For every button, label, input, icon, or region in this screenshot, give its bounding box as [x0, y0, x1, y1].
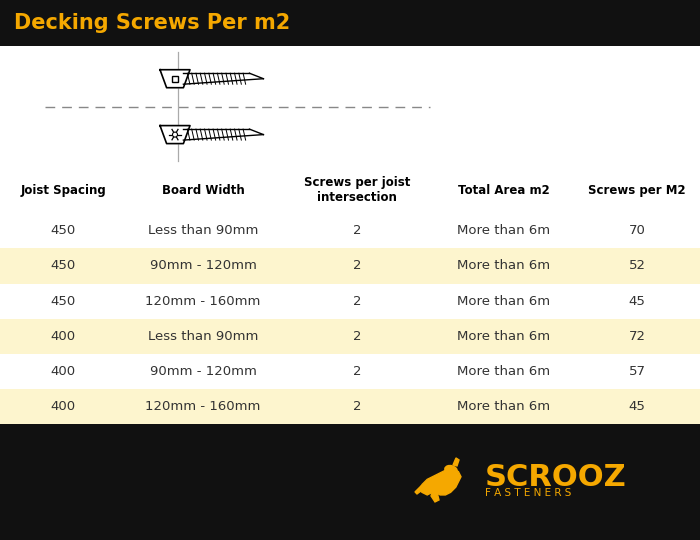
Polygon shape: [431, 490, 439, 502]
Polygon shape: [183, 129, 263, 140]
Bar: [0, 284, 700, 319]
Text: More than 6m: More than 6m: [457, 329, 551, 343]
Circle shape: [172, 132, 178, 137]
Polygon shape: [415, 486, 425, 494]
Text: Screws per joist
intersection: Screws per joist intersection: [304, 177, 410, 204]
Text: More than 6m: More than 6m: [457, 294, 551, 308]
Bar: [0, 213, 700, 248]
Text: 90mm - 120mm: 90mm - 120mm: [150, 259, 256, 273]
Text: Screws per M2: Screws per M2: [588, 184, 686, 197]
Text: 2: 2: [353, 294, 361, 308]
Polygon shape: [160, 126, 190, 144]
Text: Less than 90mm: Less than 90mm: [148, 329, 258, 343]
Text: Less than 90mm: Less than 90mm: [148, 224, 258, 238]
Bar: [0, 167, 700, 213]
Text: 400: 400: [50, 329, 76, 343]
Text: 45: 45: [629, 294, 645, 308]
Text: 72: 72: [629, 329, 645, 343]
Text: 70: 70: [629, 224, 645, 238]
Text: More than 6m: More than 6m: [457, 224, 551, 238]
Polygon shape: [419, 469, 461, 495]
Text: 400: 400: [50, 400, 76, 413]
Text: 120mm - 160mm: 120mm - 160mm: [146, 294, 260, 308]
Text: Board Width: Board Width: [162, 184, 244, 197]
Text: More than 6m: More than 6m: [457, 400, 551, 413]
Ellipse shape: [444, 465, 458, 475]
Text: More than 6m: More than 6m: [457, 364, 551, 378]
Text: 45: 45: [629, 400, 645, 413]
Bar: [0, 0, 700, 46]
Text: More than 6m: More than 6m: [457, 259, 551, 273]
Text: Total Area m2: Total Area m2: [458, 184, 550, 197]
Text: F A S T E N E R S: F A S T E N E R S: [485, 488, 571, 498]
Text: 2: 2: [353, 364, 361, 378]
Text: 2: 2: [353, 400, 361, 413]
Text: Decking Screws Per m2: Decking Screws Per m2: [14, 13, 290, 33]
Text: SCROOZ: SCROOZ: [485, 463, 626, 492]
Text: 2: 2: [353, 224, 361, 238]
Text: 90mm - 120mm: 90mm - 120mm: [150, 364, 256, 378]
Text: Joist Spacing: Joist Spacing: [20, 184, 106, 197]
Text: 400: 400: [50, 364, 76, 378]
Polygon shape: [447, 478, 453, 486]
Text: 52: 52: [629, 259, 645, 273]
Polygon shape: [453, 458, 459, 466]
Polygon shape: [183, 73, 263, 84]
Text: 120mm - 160mm: 120mm - 160mm: [146, 400, 260, 413]
Text: 57: 57: [629, 364, 645, 378]
Text: 2: 2: [353, 259, 361, 273]
Bar: [0, 46, 700, 167]
Bar: [0, 424, 700, 540]
Text: 450: 450: [50, 294, 76, 308]
Text: 450: 450: [50, 259, 76, 273]
Bar: [0, 389, 700, 424]
Bar: [172, 76, 178, 82]
Bar: [0, 248, 700, 284]
Text: 450: 450: [50, 224, 76, 238]
Bar: [0, 354, 700, 389]
Bar: [0, 319, 700, 354]
Polygon shape: [160, 70, 190, 87]
Text: 2: 2: [353, 329, 361, 343]
